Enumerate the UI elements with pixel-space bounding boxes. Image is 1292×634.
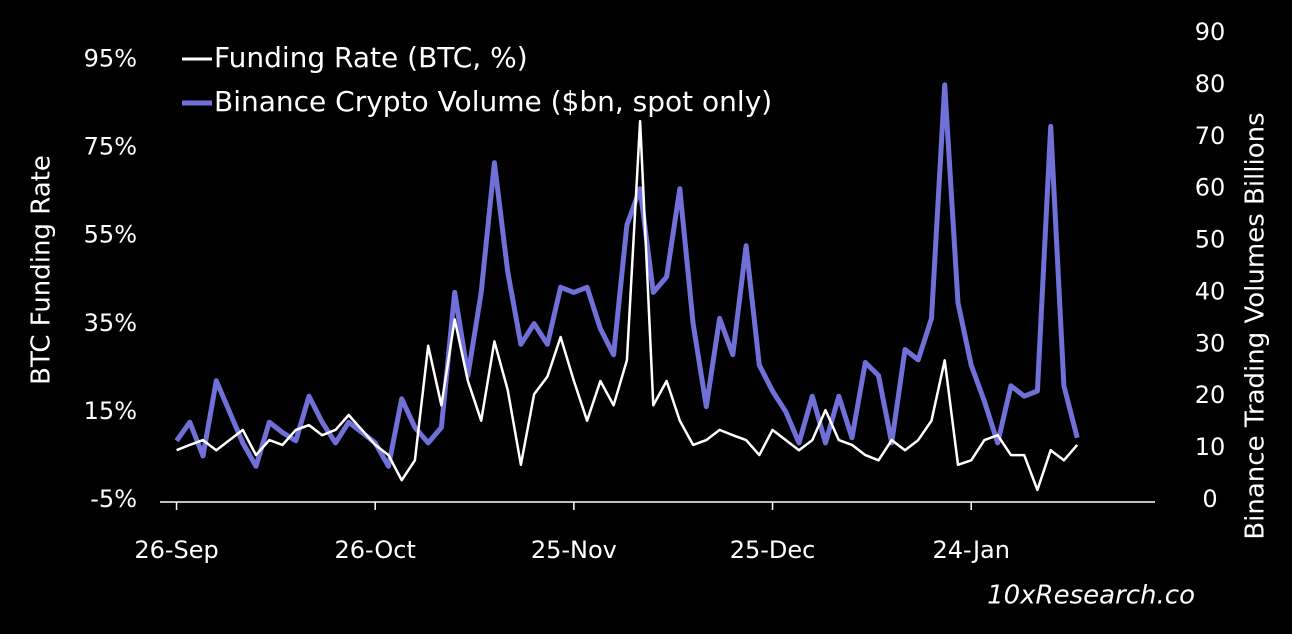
- y-axis-title: BTC Funding Rate: [27, 155, 57, 385]
- y2-tick-label: 20: [1195, 381, 1226, 409]
- y-tick-label: -5%: [90, 485, 137, 513]
- series-line: [174, 82, 1080, 469]
- y2-axis-title: Binance Trading Volumes Billions: [1241, 112, 1271, 539]
- series-line: [176, 119, 1079, 492]
- x-tick-label: 25-Dec: [730, 536, 816, 564]
- y-tick-label: 95%: [84, 44, 137, 72]
- y2-tick-label: 80: [1195, 70, 1226, 98]
- x-tick-label: 26-Sep: [134, 536, 218, 564]
- watermark: 10xResearch.co: [987, 581, 1195, 611]
- y2-tick-label: 40: [1195, 277, 1226, 305]
- y2-tick-label: 90: [1195, 18, 1226, 46]
- legend-label: Binance Crypto Volume ($bn, spot only): [214, 85, 772, 118]
- y-tick-label: 55%: [84, 221, 137, 249]
- y2-tick-label: 30: [1195, 329, 1226, 357]
- y-tick-label: 35%: [84, 309, 137, 337]
- y-tick-label: 15%: [84, 397, 137, 425]
- y2-tick-label: 0: [1202, 485, 1217, 513]
- x-tick-label: 26-Oct: [335, 536, 416, 564]
- y2-tick-label: 50: [1195, 226, 1226, 254]
- x-tick-label: 25-Nov: [531, 536, 617, 564]
- y-tick-label: 75%: [84, 133, 137, 161]
- y2-tick-label: 70: [1195, 122, 1226, 150]
- y2-tick-label: 10: [1195, 433, 1226, 461]
- x-tick-label: 24-Jan: [932, 536, 1010, 564]
- legend-label: Funding Rate (BTC, %): [214, 41, 528, 74]
- y2-tick-label: 60: [1195, 174, 1226, 202]
